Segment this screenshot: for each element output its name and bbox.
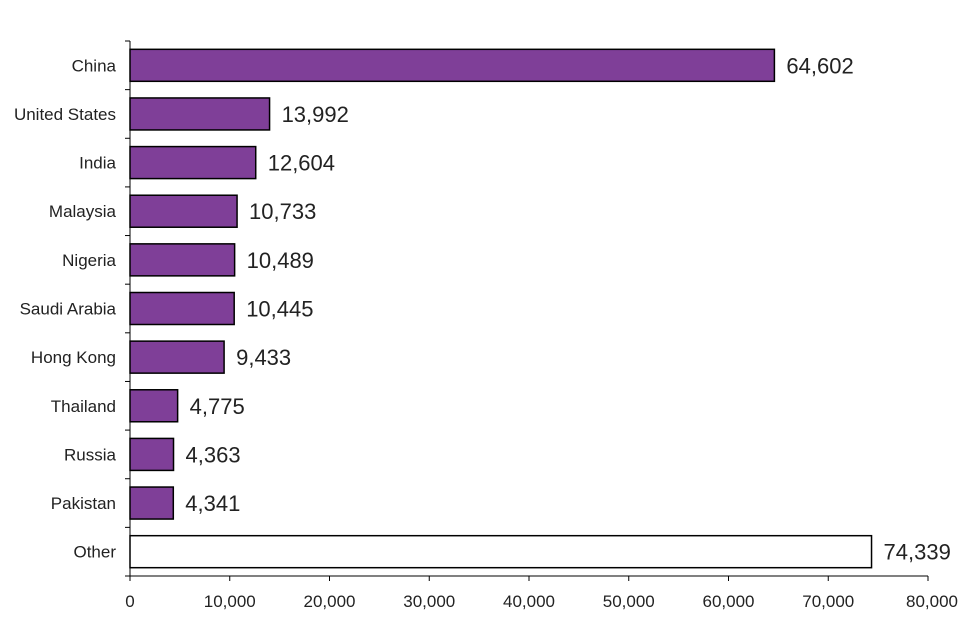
value-label-other: 74,339 — [884, 540, 951, 565]
category-label-nigeria: Nigeria — [62, 251, 116, 270]
category-label-other: Other — [73, 543, 116, 562]
value-label-united-states: 13,992 — [282, 102, 349, 127]
bar-hong-kong — [129, 340, 225, 374]
category-label-thailand: Thailand — [51, 397, 116, 416]
bar-other — [129, 534, 873, 569]
axis-group: 0 10,000 20,000 30,000 40,000 50,000 60,000 70,… — [125, 40, 958, 611]
category-label-china: China — [72, 56, 117, 75]
value-label-india: 12,604 — [268, 151, 335, 176]
bar-russia — [129, 437, 175, 472]
x-tick-label: 10,000 — [204, 592, 256, 611]
value-label-nigeria: 10,489 — [247, 248, 314, 273]
bar-saudi-arabia — [129, 291, 235, 326]
bar-india — [129, 145, 257, 180]
x-tick-label: 30,000 — [403, 592, 455, 611]
value-label-russia: 4,363 — [186, 442, 241, 467]
category-label-hong-kong: Hong Kong — [31, 348, 116, 367]
bar-pakistan — [129, 486, 175, 520]
value-labels-group: 64,602 13,992 12,604 10,733 10,489 10,445 9,43… — [185, 53, 951, 564]
category-label-russia: Russia — [64, 445, 117, 464]
value-label-pakistan: 4,341 — [185, 491, 240, 516]
x-tick-label: 50,000 — [603, 592, 655, 611]
x-tick-label: 0 — [125, 592, 134, 611]
value-label-saudi-arabia: 10,445 — [246, 297, 313, 322]
bars-group — [129, 48, 873, 569]
x-tick-label: 40,000 — [503, 592, 555, 611]
category-labels-group: China United States India Malaysia Nigeria Sa… — [14, 56, 117, 561]
category-label-saudi-arabia: Saudi Arabia — [20, 300, 117, 319]
category-label-malaysia: Malaysia — [49, 202, 117, 221]
category-label-pakistan: Pakistan — [51, 494, 116, 513]
bar-thailand — [129, 389, 179, 423]
x-tick-label: 60,000 — [703, 592, 755, 611]
value-label-hong-kong: 9,433 — [236, 345, 291, 370]
value-label-malaysia: 10,733 — [249, 199, 316, 224]
bar-nigeria — [129, 243, 236, 277]
bar-malaysia — [129, 194, 238, 228]
x-tick-label: 70,000 — [802, 592, 854, 611]
value-label-china: 64,602 — [786, 53, 853, 78]
x-tick-label: 20,000 — [304, 592, 356, 611]
value-label-thailand: 4,775 — [190, 394, 245, 419]
bar-united-states — [129, 97, 271, 131]
category-label-united-states: United States — [14, 105, 116, 124]
category-label-india: India — [79, 154, 116, 173]
x-tick-label: 80,000 — [906, 592, 958, 611]
bar-china — [129, 48, 776, 83]
